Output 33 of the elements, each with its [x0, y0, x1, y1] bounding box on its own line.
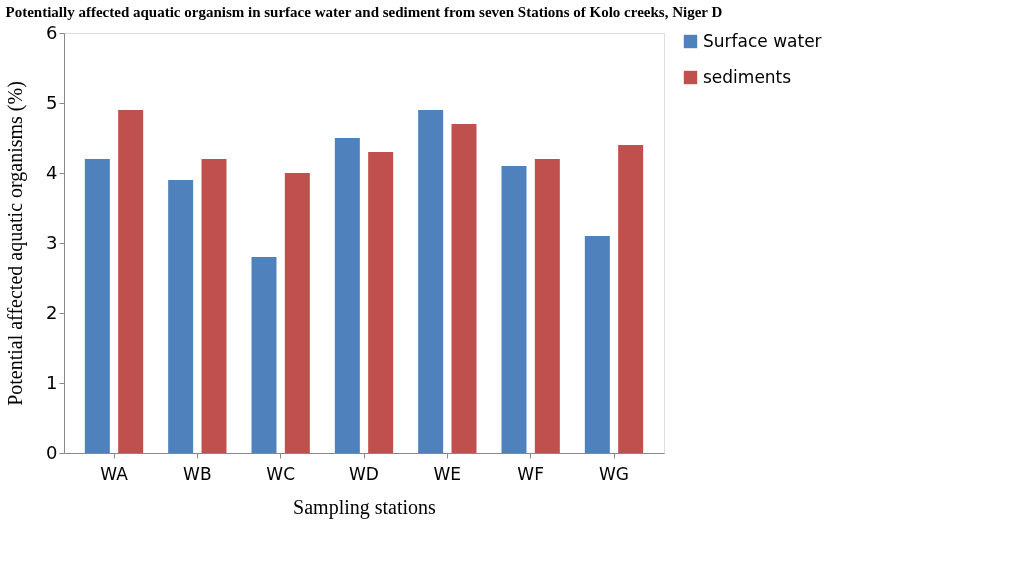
y-tick-label: 2 — [46, 301, 58, 323]
bar — [501, 166, 527, 453]
legend-label: Surface water — [703, 30, 822, 51]
y-tick-label: 0 — [46, 441, 58, 463]
bar — [618, 145, 644, 453]
y-tick-label: 4 — [46, 161, 58, 183]
x-tick-label: WA — [100, 463, 129, 484]
bar — [118, 110, 144, 453]
y-tick-label: 3 — [46, 231, 58, 253]
x-tick-label: WG — [599, 463, 629, 484]
x-tick-label: WB — [183, 463, 212, 484]
bar — [168, 180, 194, 453]
x-tick-label: WC — [266, 463, 296, 484]
y-tick-label: 5 — [46, 91, 58, 113]
legend-label: sediments — [703, 66, 792, 87]
bar — [368, 152, 394, 453]
x-axis-title: Sampling stations — [293, 495, 437, 519]
bar — [284, 173, 310, 453]
bar — [418, 110, 444, 453]
y-tick-label: 6 — [46, 21, 58, 43]
bar — [534, 159, 560, 453]
bar — [84, 159, 110, 453]
y-tick-label: 1 — [46, 371, 58, 393]
x-tick-label: WD — [349, 463, 379, 484]
y-axis-title: Potential affected aquatic organisms (%) — [4, 81, 28, 406]
chart-title: Potentially affected aquatic organism in surface water and sediment from seven Stations of Kolo creeks, Niger D — [5, 4, 723, 20]
bar — [201, 159, 227, 453]
bar — [584, 236, 610, 453]
bar — [251, 257, 277, 453]
x-tick-label: WE — [433, 463, 462, 484]
bar — [451, 124, 477, 453]
x-tick-label: WF — [517, 463, 544, 484]
bar — [334, 138, 360, 453]
